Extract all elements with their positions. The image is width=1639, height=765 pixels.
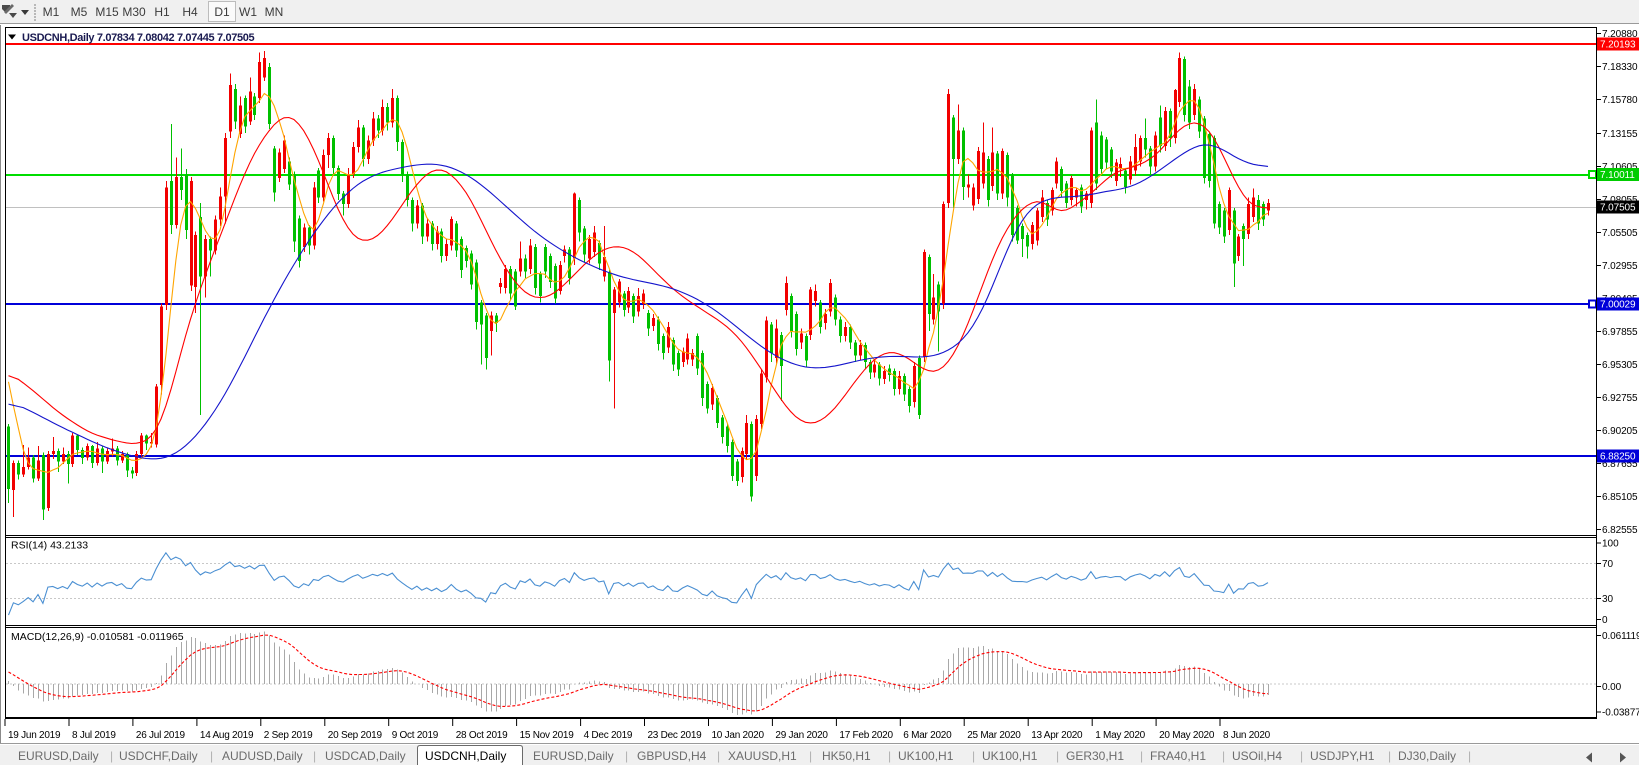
svg-text:8 Jun 2020: 8 Jun 2020 (1223, 730, 1271, 741)
svg-text:2 Sep 2019: 2 Sep 2019 (264, 730, 313, 741)
svg-text:MN: MN (265, 5, 284, 19)
svg-text:|: | (809, 749, 812, 763)
svg-text:|: | (972, 749, 975, 763)
svg-text:70: 70 (1602, 559, 1614, 570)
svg-text:W1: W1 (239, 5, 257, 19)
svg-text:8 Jul 2019: 8 Jul 2019 (72, 730, 116, 741)
svg-text:30: 30 (1602, 594, 1614, 605)
svg-text:9 Oct 2019: 9 Oct 2019 (392, 730, 439, 741)
svg-text:DJ30,Daily: DJ30,Daily (1398, 749, 1456, 763)
svg-text:7.13155: 7.13155 (1602, 129, 1638, 140)
svg-text:20 May 2020: 20 May 2020 (1159, 730, 1215, 741)
svg-text:100: 100 (1602, 539, 1619, 550)
svg-text:|: | (210, 749, 213, 763)
svg-text:17 Feb 2020: 17 Feb 2020 (839, 730, 893, 741)
svg-text:XAUUSD,H1: XAUUSD,H1 (728, 749, 797, 763)
svg-text:6.95305: 6.95305 (1602, 360, 1638, 371)
svg-text:|: | (1056, 749, 1059, 763)
svg-text:6.87655: 6.87655 (1602, 459, 1638, 470)
svg-text:M1: M1 (43, 5, 60, 19)
svg-text:|: | (888, 749, 891, 763)
svg-text:EURUSD,Daily: EURUSD,Daily (533, 749, 614, 763)
svg-text:|: | (1300, 749, 1303, 763)
svg-text:RSI(14) 43.2133: RSI(14) 43.2133 (11, 540, 88, 552)
svg-text:19 Jun 2019: 19 Jun 2019 (8, 730, 61, 741)
svg-text:25 Mar 2020: 25 Mar 2020 (967, 730, 1021, 741)
svg-text:H4: H4 (182, 5, 198, 19)
svg-text:|: | (717, 749, 720, 763)
svg-text:7.20193: 7.20193 (1600, 40, 1636, 51)
svg-text:M30: M30 (122, 5, 146, 19)
svg-text:|: | (1140, 749, 1143, 763)
svg-text:|: | (625, 749, 628, 763)
svg-text:6.82555: 6.82555 (1602, 525, 1638, 536)
svg-text:-0.038777: -0.038777 (1602, 708, 1639, 719)
svg-text:UK100,H1: UK100,H1 (982, 749, 1038, 763)
svg-text:FRA40,H1: FRA40,H1 (1150, 749, 1206, 763)
svg-text:7.05505: 7.05505 (1602, 228, 1638, 239)
svg-text:6.88250: 6.88250 (1600, 452, 1636, 463)
svg-text:|: | (1388, 749, 1391, 763)
svg-text:10 Jan 2020: 10 Jan 2020 (712, 730, 765, 741)
svg-text:7.20880: 7.20880 (1602, 29, 1638, 40)
svg-text:4 Dec 2019: 4 Dec 2019 (584, 730, 633, 741)
svg-text:7.07505: 7.07505 (1600, 203, 1636, 214)
svg-text:23 Dec 2019: 23 Dec 2019 (648, 730, 703, 741)
svg-text:GBPUSD,H4: GBPUSD,H4 (637, 749, 707, 763)
svg-text:15 Nov 2019: 15 Nov 2019 (520, 730, 575, 741)
svg-text:6.90205: 6.90205 (1602, 426, 1638, 437)
svg-text:7.15780: 7.15780 (1602, 95, 1638, 106)
svg-text:M5: M5 (71, 5, 88, 19)
svg-text:|: | (1468, 749, 1471, 763)
svg-text:6.97855: 6.97855 (1602, 327, 1638, 338)
svg-text:HK50,H1: HK50,H1 (822, 749, 871, 763)
svg-text:D1: D1 (214, 5, 230, 19)
svg-text:|: | (313, 749, 316, 763)
svg-text:USDCAD,Daily: USDCAD,Daily (325, 749, 406, 763)
svg-text:M15: M15 (95, 5, 119, 19)
svg-text:USDCHF,Daily: USDCHF,Daily (119, 749, 198, 763)
svg-text:0.061119: 0.061119 (1602, 631, 1639, 642)
svg-text:0: 0 (1602, 615, 1608, 626)
svg-text:6.85105: 6.85105 (1602, 492, 1638, 503)
svg-text:|: | (1222, 749, 1225, 763)
svg-text:USDJPY,H1: USDJPY,H1 (1310, 749, 1375, 763)
svg-text:USDCNH,Daily: USDCNH,Daily (425, 749, 506, 763)
svg-text:0.00: 0.00 (1602, 682, 1622, 693)
svg-text:14 Aug 2019: 14 Aug 2019 (200, 730, 254, 741)
svg-text:GER30,H1: GER30,H1 (1066, 749, 1124, 763)
svg-text:AUDUSD,Daily: AUDUSD,Daily (222, 749, 303, 763)
svg-text:7.10605: 7.10605 (1602, 162, 1638, 173)
svg-text:29 Jan 2020: 29 Jan 2020 (775, 730, 828, 741)
svg-text:6.92755: 6.92755 (1602, 393, 1638, 404)
svg-text:7.02955: 7.02955 (1602, 261, 1638, 272)
svg-text:7.10011: 7.10011 (1600, 170, 1635, 181)
svg-text:7.00029: 7.00029 (1600, 300, 1636, 311)
svg-text:20 Sep 2019: 20 Sep 2019 (328, 730, 383, 741)
svg-text:UK100,H1: UK100,H1 (898, 749, 954, 763)
svg-text:|: | (110, 749, 113, 763)
svg-text:H1: H1 (154, 5, 170, 19)
svg-text:USDCNH,Daily 7.07834 7.08042: USDCNH,Daily 7.07834 7.08042 7.07445 7.0… (22, 32, 255, 44)
svg-text:6 Mar 2020: 6 Mar 2020 (903, 730, 952, 741)
svg-text:26 Jul 2019: 26 Jul 2019 (136, 730, 186, 741)
svg-text:EURUSD,Daily: EURUSD,Daily (18, 749, 99, 763)
svg-text:MACD(12,26,9) -0.010581 -0.011: MACD(12,26,9) -0.010581 -0.011965 (11, 631, 184, 643)
svg-text:USOil,H4: USOil,H4 (1232, 749, 1282, 763)
svg-text:28 Oct 2019: 28 Oct 2019 (456, 730, 508, 741)
svg-text:7.18330: 7.18330 (1602, 62, 1638, 73)
svg-text:1 May 2020: 1 May 2020 (1095, 730, 1145, 741)
svg-text:13 Apr 2020: 13 Apr 2020 (1031, 730, 1083, 741)
